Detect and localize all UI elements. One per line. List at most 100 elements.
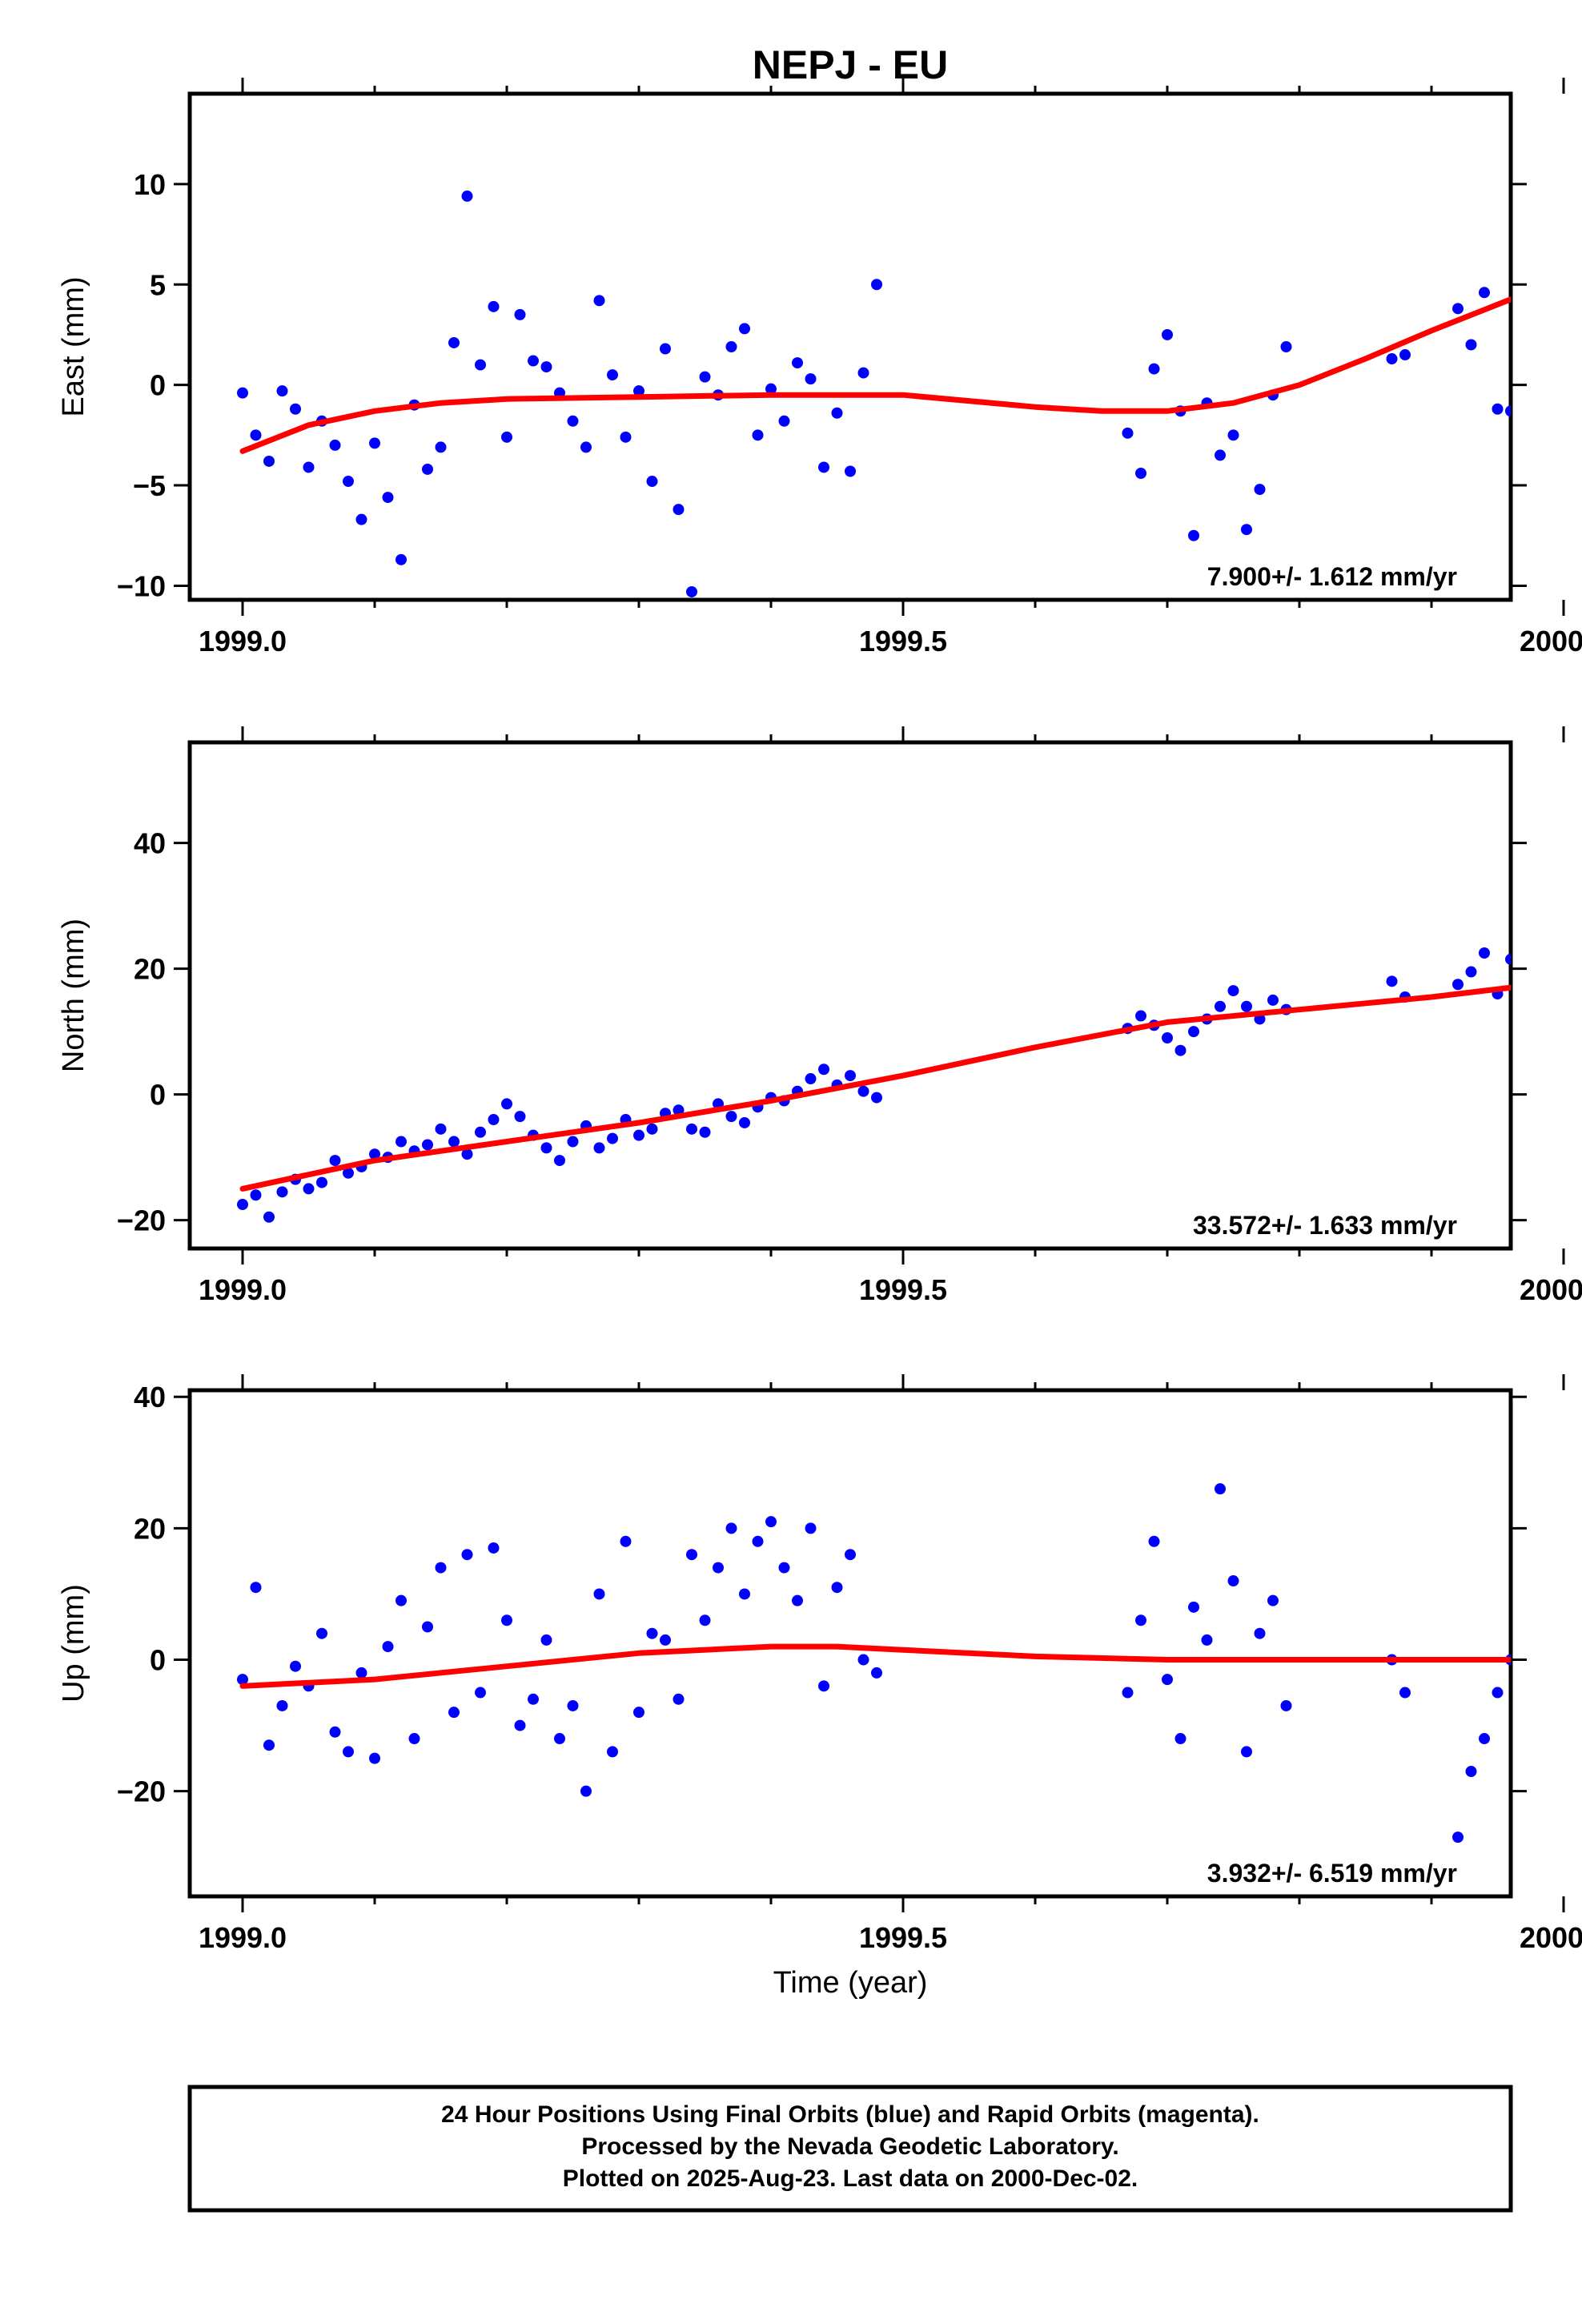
east-data-point: [329, 439, 341, 451]
up-rate-label: 3.932+/- 6.519 mm/yr: [1207, 1859, 1457, 1888]
east-data-point: [1135, 468, 1146, 479]
east-data-point: [686, 585, 697, 597]
up-fit-line: [239, 1643, 1511, 1689]
footer-box: 24 Hour Positions Using Final Orbits (bl…: [187, 2085, 1513, 2213]
footer-line-3: Plotted on 2025-Aug-23. Last data on 200…: [563, 2165, 1138, 2192]
up-data-point: [633, 1707, 644, 1719]
up-data-point: [1215, 1483, 1226, 1495]
east-data-point: [528, 355, 539, 367]
east-data-point: [1215, 449, 1226, 461]
east-data-point: [1558, 279, 1569, 290]
east-y-tick-label: −5: [133, 469, 166, 502]
east-data-point: [276, 385, 288, 397]
east-y-axis-label: East (mm): [57, 276, 90, 416]
up-data-point: [276, 1699, 288, 1711]
north-data-point: [1519, 998, 1530, 1009]
north-data-point: [540, 1142, 552, 1154]
east-data-point: [633, 385, 644, 397]
north-plot-area: [237, 947, 1556, 1223]
up-data-point: [343, 1746, 354, 1758]
up-data-point: [607, 1746, 618, 1758]
up-data-point: [1280, 1699, 1292, 1711]
east-plot-area: [237, 190, 1569, 597]
east-data-point: [646, 476, 658, 488]
up-data-point: [514, 1719, 526, 1731]
north-data-point: [1135, 1010, 1146, 1022]
up-data-point: [1465, 1766, 1477, 1778]
north-data-point: [263, 1211, 275, 1223]
east-data-point: [805, 373, 817, 385]
east-rate-label: 7.900+/- 1.612 mm/yr: [1207, 562, 1457, 591]
up-data-point: [818, 1680, 829, 1692]
north-data-point: [686, 1123, 697, 1135]
north-fit-line: [239, 984, 1511, 1192]
east-data-point: [355, 513, 367, 525]
east-data-point: [343, 476, 354, 488]
up-data-point: [422, 1621, 433, 1633]
east-data-point: [871, 279, 882, 291]
east-y-tick-label: 5: [150, 268, 166, 301]
east-data-point: [1519, 273, 1530, 284]
footer-frame: [187, 2085, 1513, 2213]
up-data-point: [1452, 1831, 1464, 1844]
up-data-point: [396, 1594, 407, 1606]
east-data-point: [607, 369, 618, 381]
east-data-point: [818, 461, 829, 473]
north-data-point: [343, 1167, 354, 1179]
up-data-point: [1492, 1687, 1504, 1699]
up-data-point: [567, 1699, 579, 1711]
east-data-point: [263, 455, 275, 467]
north-data-point: [1174, 1044, 1186, 1056]
up-data-point: [1188, 1601, 1199, 1613]
up-data-point: [540, 1634, 552, 1646]
east-data-point: [488, 300, 500, 312]
east-data-point: [765, 383, 777, 395]
east-data-point: [1122, 427, 1134, 439]
east-x-tick-label: 1999.0: [199, 625, 287, 657]
up-data-point: [1135, 1614, 1146, 1626]
north-data-point: [739, 1116, 750, 1128]
up-data-point: [1201, 1634, 1213, 1646]
east-data-point: [739, 323, 750, 335]
up-data-point: [1479, 1733, 1490, 1745]
up-data-point: [1227, 1575, 1239, 1587]
north-data-point: [369, 1148, 380, 1160]
north-y-tick-label: −20: [117, 1204, 166, 1237]
east-data-point: [593, 295, 605, 307]
east-data-point: [1399, 349, 1411, 361]
up-x-tick-label: 2000.0: [1520, 1921, 1582, 1954]
north-data-point: [435, 1123, 447, 1135]
east-data-point: [540, 361, 552, 373]
north-data-point: [1545, 967, 1556, 978]
east-data-point: [580, 441, 592, 453]
north-data-point: [1241, 1000, 1252, 1012]
north-data-point: [1215, 1000, 1226, 1012]
up-data-point: [845, 1549, 856, 1561]
up-data-point: [699, 1614, 711, 1626]
north-x-tick-label: 2000.0: [1520, 1273, 1582, 1306]
east-data-point: [1386, 353, 1398, 365]
up-plot-area: [237, 1483, 1511, 1844]
north-data-point: [250, 1189, 262, 1201]
north-y-axis-label: North (mm): [57, 919, 90, 1072]
east-x-tick-label: 2000.0: [1520, 625, 1582, 657]
up-data-point: [263, 1739, 275, 1751]
north-data-point: [554, 1155, 565, 1167]
north-data-point: [1505, 953, 1511, 965]
north-data-point: [329, 1155, 341, 1167]
up-data-point: [382, 1641, 394, 1653]
east-data-point: [290, 403, 301, 415]
up-data-point: [475, 1687, 486, 1699]
north-data-point: [1267, 994, 1279, 1006]
up-data-point: [250, 1582, 262, 1594]
up-data-point: [435, 1562, 447, 1574]
east-data-point: [435, 441, 447, 453]
up-data-point: [329, 1726, 341, 1738]
north-data-point: [448, 1136, 460, 1148]
north-data-point: [699, 1126, 711, 1138]
east-data-point: [1492, 403, 1504, 415]
east-data-point: [752, 429, 764, 441]
east-data-point: [1465, 339, 1477, 351]
up-frame: [187, 1388, 1513, 1899]
east-data-point: [1532, 285, 1543, 296]
